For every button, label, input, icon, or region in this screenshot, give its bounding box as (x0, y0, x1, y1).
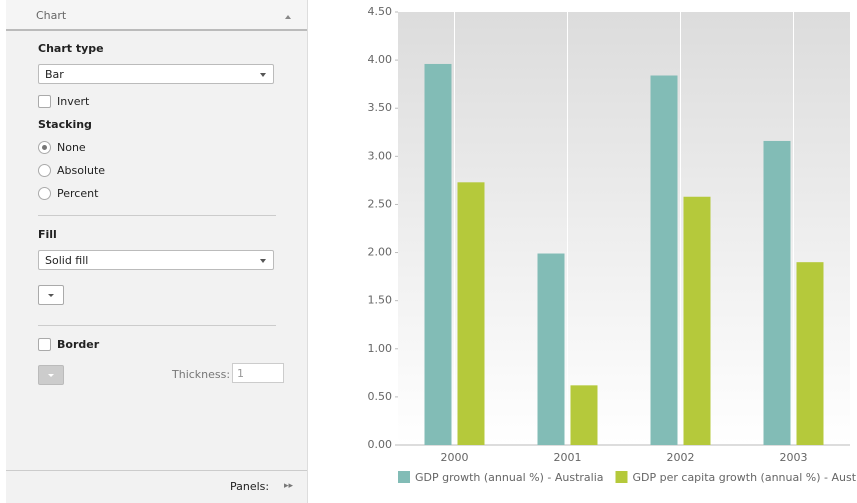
panel-header[interactable]: Chart (6, 0, 307, 31)
x-tick-label: 2001 (554, 451, 582, 464)
dropdown-value: Solid fill (45, 254, 89, 267)
panel-title: Chart (36, 9, 67, 22)
bar (796, 262, 824, 445)
legend-swatch (398, 471, 410, 483)
chart-type-dropdown[interactable]: Bar (38, 64, 274, 84)
border-color-button[interactable] (38, 365, 64, 385)
radio[interactable] (38, 187, 51, 200)
legend-label: GDP per capita growth (annual %) - Austr… (633, 471, 857, 484)
bar (537, 253, 565, 445)
y-tick-label: 3.50 (368, 101, 393, 114)
y-tick-label: 1.00 (368, 342, 393, 355)
bar (683, 196, 711, 445)
radio[interactable] (38, 164, 51, 177)
footer-label[interactable]: Panels: (230, 480, 270, 493)
y-tick-label: 2.00 (368, 246, 393, 259)
settings-panel: Chart Chart type Bar Invert Stacking Non… (6, 0, 308, 503)
y-tick-label: 1.50 (368, 294, 393, 307)
label: Chart type (38, 42, 104, 55)
bar (424, 63, 452, 446)
separator (38, 215, 276, 216)
bar (457, 182, 485, 445)
label: None (57, 141, 86, 154)
color-button[interactable] (38, 285, 64, 305)
y-tick-label: 2.50 (368, 197, 393, 210)
x-tick-label: 2002 (667, 451, 695, 464)
y-tick-label: 0.00 (368, 438, 393, 451)
legend-swatch (615, 471, 628, 483)
x-tick-label: 2000 (441, 451, 469, 464)
footer-arrows[interactable]: ▸▸ (284, 481, 294, 491)
bar (763, 140, 791, 445)
legend-label: GDP growth (annual %) - Australia (415, 471, 604, 484)
collapse-icon (285, 12, 291, 19)
dropdown-value: Bar (45, 68, 64, 81)
label: Border (57, 338, 100, 351)
x-tick-label: 2003 (780, 451, 808, 464)
chart: 0.00 0.50 1.00 1.50 2.00 2.50 3.00 3.50 4.00 4.50… (368, 5, 857, 484)
y-tick-label: 4.00 (368, 53, 393, 66)
label: Thickness: (172, 368, 231, 381)
separator (38, 325, 276, 326)
y-tick-label: 0.50 (368, 390, 393, 403)
label: Invert (57, 95, 90, 108)
y-tick-label: 4.50 (368, 5, 393, 18)
thickness-input[interactable]: 1 (232, 363, 284, 383)
label: Stacking (38, 118, 92, 131)
invert-checkbox[interactable] (38, 95, 51, 108)
border-checkbox[interactable] (38, 338, 51, 351)
fill-dropdown[interactable]: Solid fill (38, 250, 274, 270)
bar (570, 385, 598, 445)
label: Absolute (57, 164, 106, 177)
label: Percent (57, 187, 99, 200)
separator (6, 470, 307, 471)
bar (650, 75, 678, 446)
y-tick-label: 3.00 (368, 149, 393, 162)
label: Fill (38, 228, 57, 241)
input-value: 1 (237, 367, 244, 380)
radio[interactable] (38, 141, 51, 154)
